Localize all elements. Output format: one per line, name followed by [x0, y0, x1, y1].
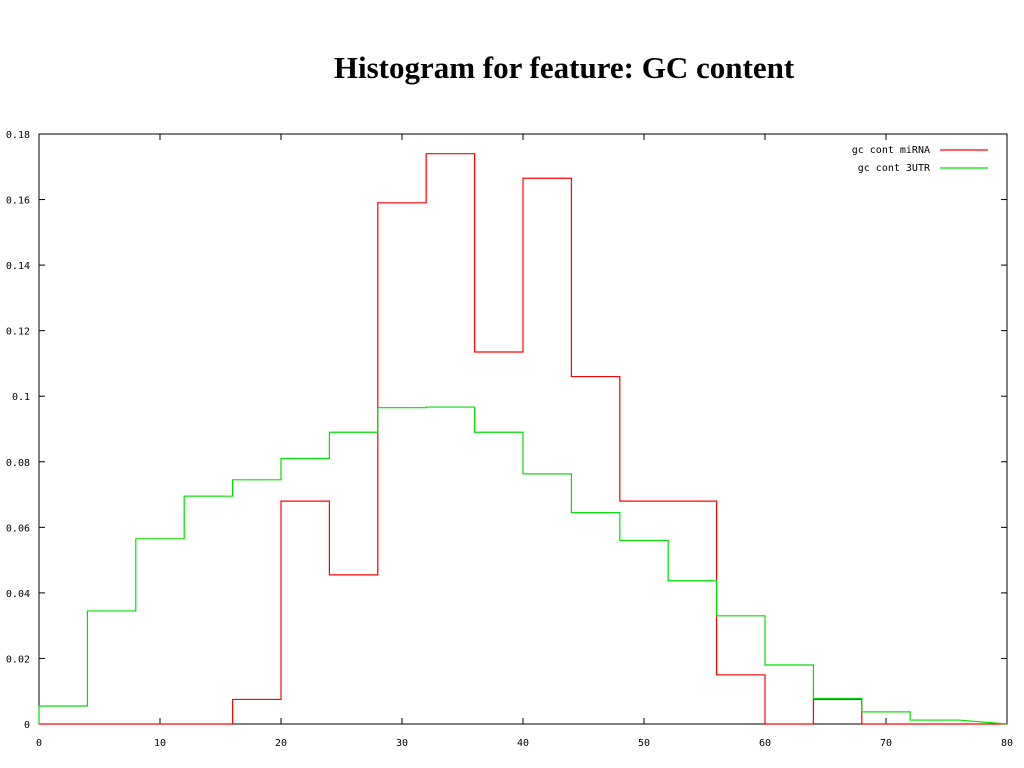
legend-label: gc cont 3UTR: [858, 163, 931, 174]
y-tick-label: 0.06: [6, 523, 30, 534]
axis-ticks: 0 10 20 30 40 50 60 70 80 0 0.02 0.04 0.06 0.08 0.1 0.1…: [6, 130, 1013, 749]
x-tick-label: 40: [517, 738, 529, 749]
y-tick-label: 0.02: [6, 654, 30, 665]
chart-title: Histogram for feature: GC content: [333, 50, 795, 85]
x-tick-label: 80: [1001, 738, 1013, 749]
x-tick-label: 20: [275, 738, 287, 749]
x-tick-label: 70: [880, 738, 892, 749]
legend-label: gc cont miRNA: [852, 145, 930, 156]
y-tick-label: 0.16: [6, 196, 30, 207]
y-tick-label: 0: [24, 720, 30, 731]
series-lines: [38, 153, 1008, 725]
y-tick-label: 0.12: [6, 327, 30, 338]
x-tick-label: 30: [396, 738, 408, 749]
x-tick-label: 60: [759, 738, 771, 749]
x-tick-label: 0: [36, 738, 42, 749]
y-tick-label: 0.08: [6, 458, 30, 469]
legend: gc cont miRNA gc cont 3UTR: [852, 145, 988, 174]
series-line-0: [39, 153, 1007, 725]
series-line-1: [38, 406, 1008, 725]
y-tick-label: 0.18: [6, 130, 30, 141]
y-tick-label: 0.1: [12, 392, 30, 403]
x-tick-label: 50: [638, 738, 650, 749]
x-tick-label: 10: [154, 738, 166, 749]
y-tick-label: 0.14: [6, 261, 30, 272]
y-tick-label: 0.04: [6, 589, 30, 600]
